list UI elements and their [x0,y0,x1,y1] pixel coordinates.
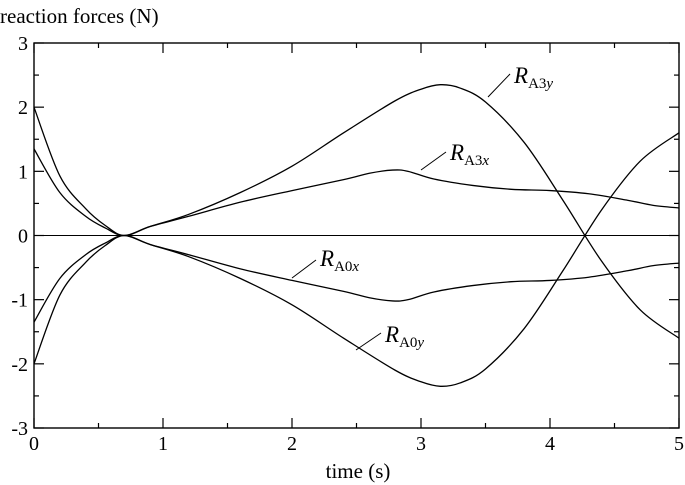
leader-RA3y [487,73,511,98]
label-subscript: A0 [334,259,352,275]
y-tick-label: 3 [18,33,28,55]
label-subscript-axis: x [351,259,359,275]
leader-RA3x [420,151,447,171]
x-tick-label: 2 [287,433,297,455]
label-subscript-axis: x [481,153,489,169]
label-RA3x: RA3x [449,140,489,169]
label-symbol: R [513,63,528,88]
label-subscript-axis: y [544,76,553,92]
axis-ticks: 0 1 2 3 4 5 3 2 1 0 -1 -2 -3 [11,33,684,455]
curves [33,84,680,387]
y-tick-label: 1 [18,161,28,183]
label-subscript: A3 [464,153,482,169]
label-symbol: R [319,246,334,271]
plot-area [33,42,680,429]
x-tick-label: 3 [416,433,426,455]
x-tick-label: 0 [29,433,39,455]
label-RA3y: RA3y [513,63,553,92]
y-tick-label: 2 [18,97,28,119]
leader-RA0x [291,259,317,279]
x-tick-label: 5 [674,433,684,455]
y-tick-label: -2 [11,354,28,376]
y-tick-label: 0 [18,226,28,248]
curve-RA0x [33,234,680,323]
label-subscript: A3 [528,76,546,92]
curve-RA3y [33,84,680,339]
x-tick-label: 4 [545,433,555,455]
label-symbol: R [384,322,399,347]
leader-RA0y [355,332,382,351]
label-subscript-axis: y [415,335,424,351]
x-axis-label: time (s) [326,459,391,483]
x-tick-label: 1 [158,433,168,455]
y-tick-label: -3 [11,418,28,440]
curve-RA0y [33,132,680,387]
label-symbol: R [449,140,464,165]
label-subscript: A0 [399,335,417,351]
label-RA0x: RA0x [319,246,359,275]
y-tick-label: -1 [11,290,28,312]
label-RA0y: RA0y [384,322,424,351]
curve-RA3x [33,148,680,237]
y-axis-label: reaction forces (N) [0,4,159,28]
